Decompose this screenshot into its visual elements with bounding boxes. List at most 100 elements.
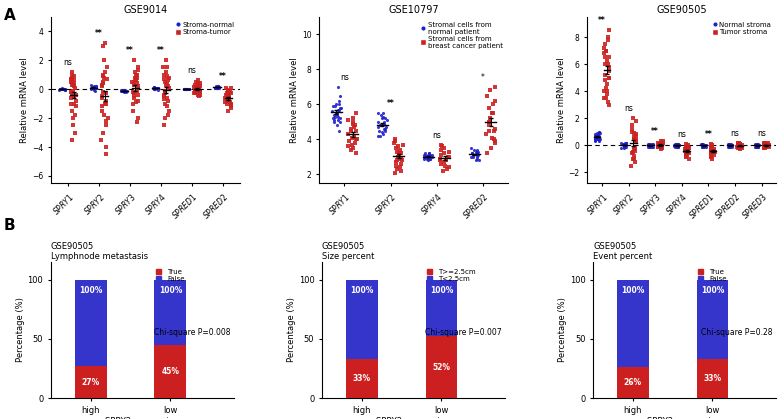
Point [68,84,81,91]
Point [419,152,431,158]
Point [194,92,206,98]
Title: GSE9014: GSE9014 [123,5,168,15]
Point [695,143,708,150]
Point [85,84,98,91]
Point [434,141,447,148]
Point [750,142,762,149]
Point [148,86,161,93]
Legend: True, False: True, False [155,268,185,283]
Point [699,142,712,149]
Point [425,152,437,158]
Point [100,90,112,97]
Point [390,159,403,166]
Point [678,147,691,154]
Point [162,84,175,91]
Point [118,86,131,93]
Point [221,108,234,114]
Text: ns: ns [432,131,441,140]
Point [721,141,734,147]
Point [96,93,108,100]
Point [735,145,748,151]
Point [342,143,354,150]
Point [629,145,641,151]
Point [128,78,140,85]
Point [377,110,390,116]
Point [89,87,101,94]
Point [388,138,401,145]
Point [592,137,604,143]
Point [589,132,601,139]
Point [436,143,448,150]
Point [421,155,434,162]
Point [188,89,201,96]
Point [148,84,161,91]
Point [483,119,495,125]
Point [628,146,641,153]
Point [682,142,695,149]
Point [160,81,172,88]
Point [70,97,82,104]
Point [180,86,193,93]
Point [646,141,659,147]
Point [593,129,605,135]
Point [589,137,601,143]
Point [589,135,601,142]
Legend: Normal stroma, Tumor stroma: Normal stroma, Tumor stroma [710,20,773,36]
Point [212,84,224,91]
Point [706,142,718,149]
Y-axis label: Percentage (%): Percentage (%) [558,297,567,362]
Point [669,143,681,150]
Point [85,81,97,88]
Point [147,85,160,92]
Point [96,103,108,110]
Point [707,147,720,154]
Point [646,141,659,148]
Point [342,131,354,137]
Point [724,143,736,150]
Point [65,137,78,143]
Point [593,129,605,135]
Text: ns: ns [187,67,196,75]
Point [181,86,194,93]
Point [380,117,393,124]
Point [67,81,79,88]
Point [147,84,159,91]
Point [734,146,746,153]
Point [328,113,341,120]
Text: 52%: 52% [433,363,451,372]
Bar [346,359,378,398]
Point [617,142,630,149]
Point [734,141,746,147]
Point [419,154,431,160]
Point [641,142,654,149]
Title: GSE10797: GSE10797 [388,5,439,15]
Point [647,141,659,147]
Point [615,145,628,151]
X-axis label: SPRY2 expression: SPRY2 expression [105,417,180,419]
Point [748,143,760,150]
Point [57,85,70,92]
Point [126,89,139,96]
Point [681,147,693,154]
Point [212,85,224,92]
Text: ns: ns [757,129,766,137]
Point [161,73,173,80]
Point [654,141,666,147]
Point [96,129,109,136]
Text: ns: ns [624,104,633,113]
Point [158,96,170,103]
Point [732,145,745,151]
Point [627,155,640,162]
Point [724,143,736,150]
Point [598,50,611,57]
Point [129,74,141,81]
Point [481,150,493,157]
Legend: Stroma-normal, Stroma-tumor: Stroma-normal, Stroma-tumor [174,20,236,36]
Point [679,146,691,153]
Point [441,166,453,173]
Point [119,87,132,94]
Point [211,84,223,91]
Point [590,134,603,140]
Point [223,94,235,101]
Point [652,139,664,146]
